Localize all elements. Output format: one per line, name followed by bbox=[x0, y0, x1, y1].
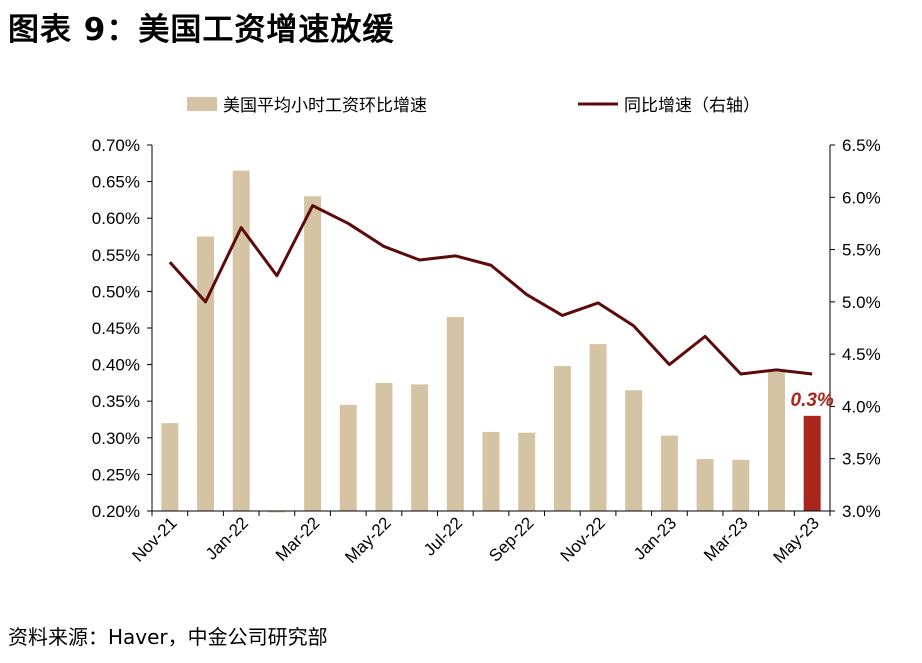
right-tick-label: 3.0% bbox=[842, 502, 881, 521]
x-axis-ticks: Nov-21 Jan-22 Mar-22 May-22 Jul-22 Sep-22 Nov-… bbox=[128, 511, 831, 567]
left-tick-label: 0.60% bbox=[92, 209, 140, 228]
bar-Apr-22 bbox=[339, 404, 357, 511]
left-axis-ticks: 0.20% 0.25% 0.30% 0.35% 0.40% 0.45% 0.50% 0.55%… bbox=[92, 136, 152, 521]
right-tick-label: 3.5% bbox=[842, 450, 881, 469]
left-tick-label: 0.35% bbox=[92, 392, 140, 411]
bar-Jan-23 bbox=[660, 435, 678, 511]
left-tick-label: 0.45% bbox=[92, 319, 140, 338]
x-tick-label: Jan-22 bbox=[202, 513, 252, 563]
bar-Oct-22 bbox=[553, 366, 571, 511]
bar-series bbox=[161, 170, 821, 513]
right-tick-label: 5.0% bbox=[842, 293, 881, 312]
x-tick-label: Mar-23 bbox=[700, 513, 752, 565]
x-tick-label: Jan-23 bbox=[630, 513, 680, 563]
bar-May-22 bbox=[375, 382, 393, 511]
bar-Mar-22 bbox=[304, 196, 322, 512]
bar-Jun-22 bbox=[411, 384, 429, 511]
bar-Dec-21 bbox=[197, 236, 215, 511]
bar-Apr-23 bbox=[767, 371, 785, 511]
right-tick-label: 4.5% bbox=[842, 345, 881, 364]
source-note: 资料来源：Haver，中金公司研究部 bbox=[8, 625, 328, 649]
figure-title: 图表 9：美国工资增速放缓 bbox=[8, 12, 395, 48]
x-tick-label: Mar-22 bbox=[272, 513, 324, 565]
x-tick-label: May-23 bbox=[769, 513, 823, 567]
left-tick-label: 0.25% bbox=[92, 465, 140, 484]
left-tick-label: 0.40% bbox=[92, 356, 140, 375]
legend-swatch-bar bbox=[187, 97, 217, 111]
bar-Sep-22 bbox=[518, 432, 536, 511]
right-tick-label: 4.0% bbox=[842, 397, 881, 416]
bar-Jul-22 bbox=[446, 317, 464, 511]
right-axis-ticks: 3.0% 3.5% 4.0% 4.5% 5.0% 5.5% 6.0% 6.5% bbox=[830, 136, 881, 521]
x-tick-label: Nov-22 bbox=[557, 513, 609, 565]
right-tick-label: 6.5% bbox=[842, 136, 881, 155]
left-tick-label: 0.55% bbox=[92, 246, 140, 265]
bar-Aug-22 bbox=[482, 431, 500, 511]
right-tick-label: 6.0% bbox=[842, 188, 881, 207]
bar-Jan-22 bbox=[232, 170, 250, 511]
right-tick-label: 5.5% bbox=[842, 241, 881, 260]
bar-Nov-22 bbox=[589, 344, 607, 511]
left-tick-label: 0.70% bbox=[92, 136, 140, 155]
bar-May-23 bbox=[803, 415, 821, 511]
left-tick-label: 0.20% bbox=[92, 502, 140, 521]
left-tick-label: 0.30% bbox=[92, 429, 140, 448]
x-tick-label: Jul-22 bbox=[420, 513, 466, 559]
left-tick-label: 0.65% bbox=[92, 173, 140, 192]
bar-annotation: 0.3% bbox=[791, 390, 834, 411]
line-series bbox=[168, 204, 813, 376]
bar-Nov-21 bbox=[161, 423, 179, 511]
left-tick-label: 0.50% bbox=[92, 282, 140, 301]
legend-label-line: 同比增速（右轴） bbox=[624, 96, 760, 116]
x-tick-label: Nov-21 bbox=[128, 513, 180, 565]
bar-Feb-22 bbox=[268, 511, 286, 513]
bar-Dec-22 bbox=[625, 390, 643, 511]
bar-Feb-23 bbox=[696, 459, 714, 511]
bar-Mar-23 bbox=[732, 459, 750, 511]
x-tick-label: Sep-22 bbox=[485, 513, 537, 565]
legend: 美国平均小时工资环比增速 同比增速（右轴） bbox=[187, 96, 760, 116]
legend-label-bar: 美国平均小时工资环比增速 bbox=[223, 96, 427, 116]
x-tick-label: May-22 bbox=[341, 513, 395, 567]
yoy-line bbox=[168, 204, 813, 376]
